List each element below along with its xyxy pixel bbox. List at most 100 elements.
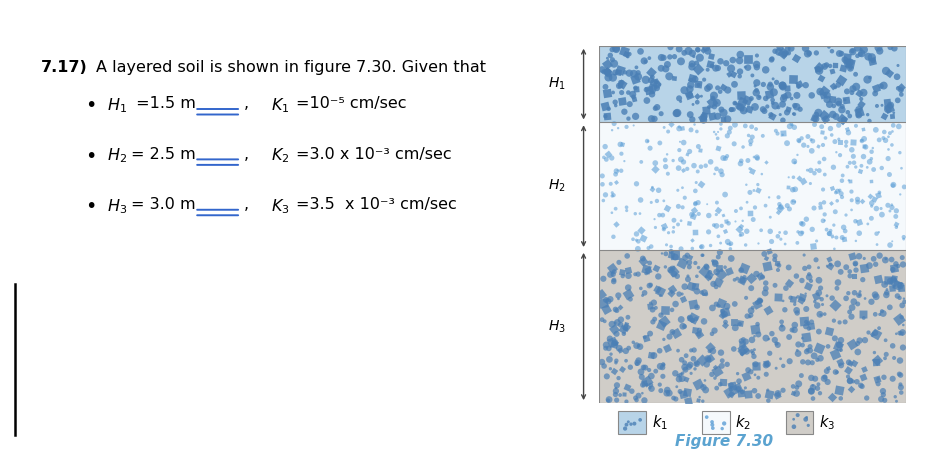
Point (718, 218, 733, 225)
Point (795, 341, 810, 349)
Point (675, 322, 690, 330)
Point (681, 397, 696, 404)
Point (774, 318, 789, 326)
Point (875, 387, 890, 395)
Point (773, 203, 788, 211)
Point (879, 351, 894, 358)
Point (615, 365, 630, 373)
Point (598, 102, 613, 109)
Point (654, 54, 669, 61)
Point (896, 233, 911, 240)
Point (608, 170, 623, 178)
Point (880, 286, 895, 293)
Point (687, 327, 702, 334)
Point (732, 377, 747, 385)
Point (597, 154, 612, 161)
Point (817, 87, 832, 95)
Point (714, 106, 729, 113)
Point (675, 290, 690, 298)
Point (616, 158, 632, 165)
Point (707, 364, 722, 371)
Point (780, 45, 795, 52)
Point (659, 389, 674, 397)
Point (605, 46, 620, 53)
Point (632, 210, 648, 217)
Point (876, 391, 891, 398)
Point (689, 60, 704, 67)
Point (738, 294, 753, 301)
Text: =10⁻⁵ cm/sec: =10⁻⁵ cm/sec (295, 96, 406, 111)
Point (657, 124, 672, 131)
Point (606, 233, 621, 240)
Point (633, 48, 649, 55)
Point (737, 273, 752, 281)
Point (747, 333, 762, 340)
Point (709, 300, 724, 308)
Point (833, 358, 848, 365)
Point (834, 103, 850, 110)
Point (630, 360, 645, 368)
Point (711, 128, 726, 136)
Point (600, 397, 615, 404)
Point (705, 257, 720, 265)
Point (709, 165, 724, 173)
Point (810, 302, 825, 309)
Point (701, 356, 716, 364)
Point (700, 48, 716, 55)
Point (604, 154, 619, 162)
Point (694, 163, 709, 170)
Point (885, 284, 900, 292)
Point (856, 314, 871, 322)
Point (652, 212, 667, 219)
Point (770, 233, 785, 240)
Point (848, 260, 863, 267)
Point (843, 360, 858, 367)
Point (894, 389, 909, 396)
Point (706, 222, 721, 229)
Point (775, 131, 790, 138)
Point (668, 300, 683, 308)
Point (795, 229, 810, 236)
Point (802, 347, 818, 354)
Point (859, 394, 874, 402)
Point (820, 343, 835, 350)
Point (719, 132, 734, 140)
Point (608, 359, 623, 366)
Point (731, 385, 746, 393)
Point (598, 191, 613, 198)
Point (778, 229, 793, 236)
Point (614, 316, 629, 323)
Point (596, 275, 611, 283)
Point (750, 331, 766, 338)
Point (683, 283, 699, 290)
Point (787, 326, 802, 333)
Point (894, 164, 909, 172)
Point (799, 414, 814, 421)
Point (611, 69, 626, 76)
Point (638, 58, 653, 65)
Text: = 2.5 m: = 2.5 m (131, 147, 196, 162)
Point (881, 202, 896, 209)
Point (776, 95, 791, 103)
Point (704, 112, 719, 119)
Point (872, 252, 887, 259)
Point (851, 253, 867, 260)
Point (780, 140, 795, 147)
Point (704, 418, 719, 425)
Point (642, 366, 657, 374)
Point (623, 295, 638, 303)
Point (758, 285, 773, 292)
Point (851, 229, 867, 237)
Point (861, 53, 876, 60)
Point (792, 81, 807, 88)
Point (839, 88, 854, 95)
Point (690, 65, 705, 73)
Point (695, 357, 710, 364)
Point (678, 254, 693, 262)
Point (656, 54, 671, 61)
Point (645, 73, 660, 81)
Point (682, 92, 697, 99)
Point (598, 317, 613, 325)
Point (850, 44, 865, 52)
Point (849, 237, 864, 245)
